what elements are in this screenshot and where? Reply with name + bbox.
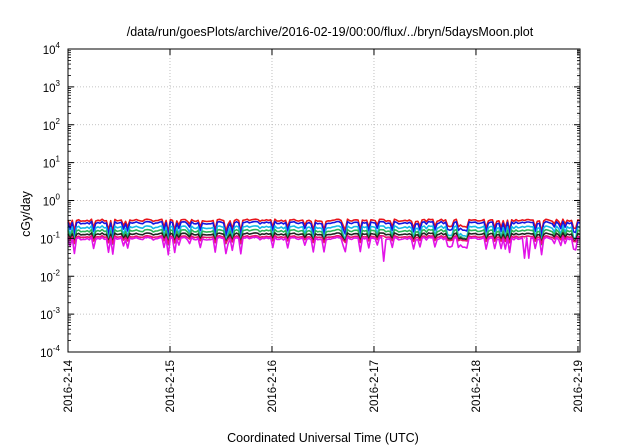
y-tick-label: 104 [43, 41, 61, 57]
series-line [67, 220, 581, 238]
series-line [67, 218, 581, 233]
y-tick-label: 103 [43, 79, 61, 95]
y-tick-label: 102 [43, 117, 61, 133]
x-tick-label: 2016-2-18 [471, 360, 483, 412]
y-tick-label: 10-4 [40, 344, 60, 360]
grid [68, 49, 580, 352]
series-line [67, 236, 581, 263]
x-tick-labels: 2016-2-14 2016-2-15 2016-2-16 2016-2-17 2016… [63, 359, 585, 412]
y-tick-label: 10-2 [40, 268, 60, 284]
ticks [67, 48, 580, 353]
series-group [67, 218, 581, 263]
x-tick-label: 2016-2-17 [369, 360, 381, 412]
x-tick-label: 2016-2-14 [63, 359, 75, 412]
y-tick-label: 10-1 [40, 230, 60, 246]
x-tick-label: 2016-2-16 [267, 360, 279, 412]
x-tick-label: 2016-2-15 [165, 360, 177, 412]
chart-title: /data/run/goesPlots/archive/2016-02-19/0… [127, 25, 534, 39]
series-line [67, 234, 581, 245]
y-tick-label: 100 [43, 193, 61, 209]
y-axis-label: cGy/day [19, 190, 33, 237]
x-tick-label: 2016-2-19 [573, 360, 585, 412]
y-tick-label: 101 [43, 155, 61, 171]
x-axis-label: Coordinated Universal Time (UTC) [227, 431, 419, 445]
y-tick-labels: 104 103 102 101 100 10-1 10-2 10-3 10-4 [40, 41, 60, 360]
y-tick-label: 10-3 [40, 306, 60, 322]
